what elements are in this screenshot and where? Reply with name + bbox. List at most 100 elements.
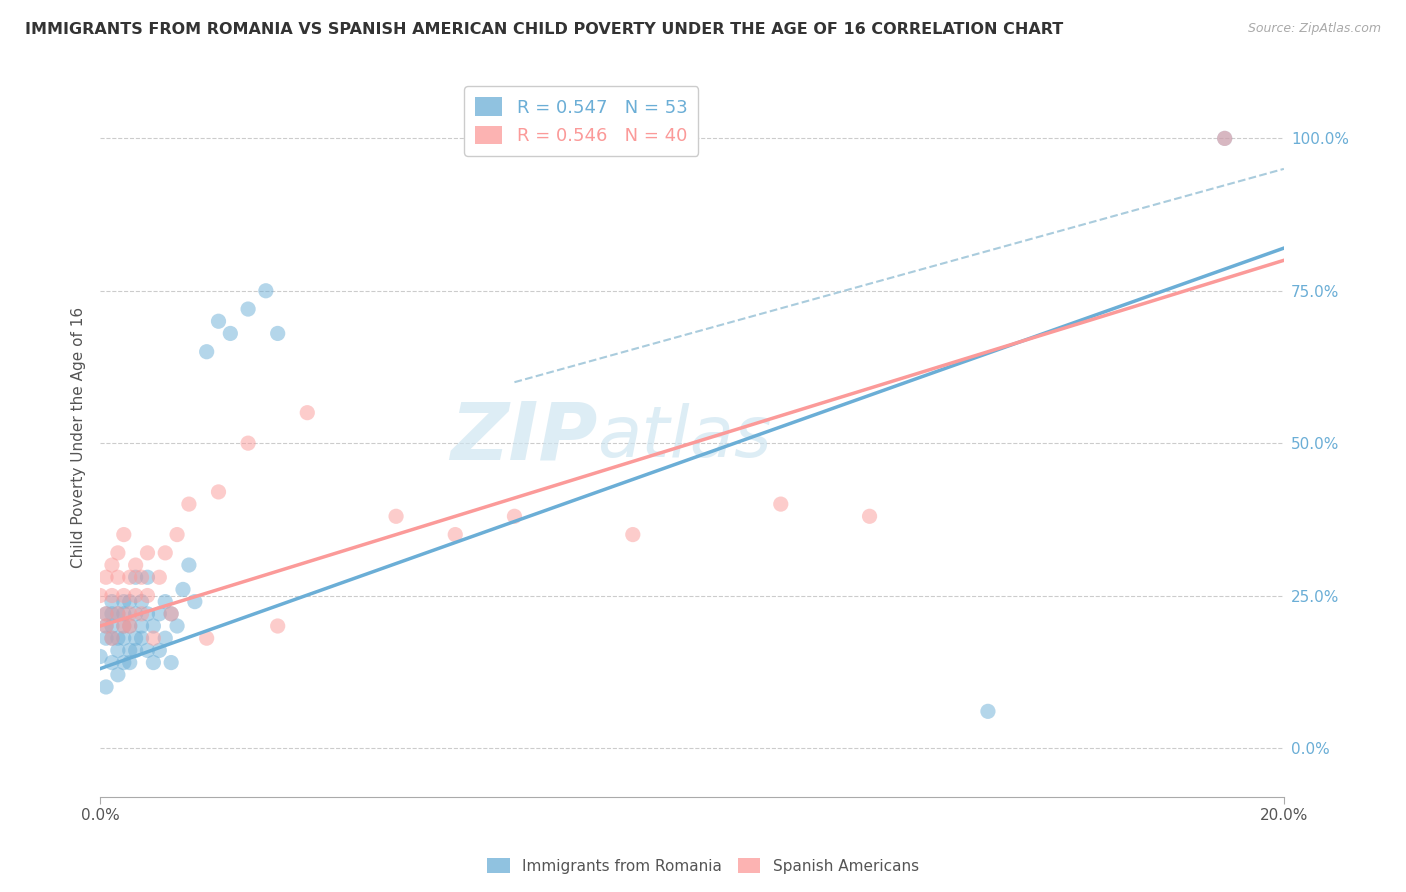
Point — [858, 509, 880, 524]
Point — [101, 656, 124, 670]
Point — [94, 680, 117, 694]
Point — [107, 643, 129, 657]
Point — [131, 594, 153, 608]
Point — [101, 607, 124, 621]
Point — [118, 594, 141, 608]
Point — [142, 631, 165, 645]
Point — [172, 582, 194, 597]
Point — [1213, 131, 1236, 145]
Point — [124, 558, 146, 572]
Point — [94, 570, 117, 584]
Point — [177, 497, 200, 511]
Point — [101, 631, 124, 645]
Point — [101, 619, 124, 633]
Point — [94, 619, 117, 633]
Point — [136, 607, 159, 621]
Point — [385, 509, 408, 524]
Point — [155, 546, 177, 560]
Point — [118, 656, 141, 670]
Text: IMMIGRANTS FROM ROMANIA VS SPANISH AMERICAN CHILD POVERTY UNDER THE AGE OF 16 CO: IMMIGRANTS FROM ROMANIA VS SPANISH AMERI… — [25, 22, 1063, 37]
Point — [118, 607, 141, 621]
Point — [131, 631, 153, 645]
Point — [444, 527, 467, 541]
Point — [112, 619, 135, 633]
Point — [131, 619, 153, 633]
Point — [112, 594, 135, 608]
Point — [131, 607, 153, 621]
Legend: R = 0.547   N = 53, R = 0.546   N = 40: R = 0.547 N = 53, R = 0.546 N = 40 — [464, 87, 699, 156]
Point — [107, 667, 129, 681]
Point — [236, 301, 259, 316]
Point — [254, 284, 277, 298]
Point — [184, 594, 207, 608]
Point — [503, 509, 526, 524]
Point — [118, 619, 141, 633]
Point — [136, 589, 159, 603]
Point — [977, 704, 1000, 718]
Point — [101, 631, 124, 645]
Point — [148, 643, 170, 657]
Point — [136, 570, 159, 584]
Point — [177, 558, 200, 572]
Point — [101, 589, 124, 603]
Point — [118, 619, 141, 633]
Point — [94, 607, 117, 621]
Point — [94, 631, 117, 645]
Point — [136, 546, 159, 560]
Point — [107, 570, 129, 584]
Point — [89, 649, 111, 664]
Point — [769, 497, 792, 511]
Point — [267, 326, 290, 341]
Point — [160, 607, 183, 621]
Point — [195, 344, 218, 359]
Point — [267, 619, 290, 633]
Point — [118, 643, 141, 657]
Point — [94, 607, 117, 621]
Point — [148, 570, 170, 584]
Point — [107, 631, 129, 645]
Point — [155, 631, 177, 645]
Legend: Immigrants from Romania, Spanish Americans: Immigrants from Romania, Spanish America… — [481, 852, 925, 880]
Point — [124, 589, 146, 603]
Point — [142, 656, 165, 670]
Point — [160, 607, 183, 621]
Point — [112, 589, 135, 603]
Text: Source: ZipAtlas.com: Source: ZipAtlas.com — [1247, 22, 1381, 36]
Point — [107, 607, 129, 621]
Point — [112, 656, 135, 670]
Point — [148, 607, 170, 621]
Point — [160, 656, 183, 670]
Point — [131, 570, 153, 584]
Point — [112, 619, 135, 633]
Point — [1213, 131, 1236, 145]
Point — [101, 558, 124, 572]
Point — [107, 546, 129, 560]
Point — [207, 484, 229, 499]
Point — [112, 527, 135, 541]
Point — [118, 570, 141, 584]
Point — [124, 631, 146, 645]
Point — [166, 619, 188, 633]
Point — [124, 643, 146, 657]
Point — [155, 594, 177, 608]
Point — [112, 607, 135, 621]
Point — [207, 314, 229, 328]
Point — [195, 631, 218, 645]
Point — [107, 607, 129, 621]
Point — [236, 436, 259, 450]
Text: ZIP: ZIP — [450, 398, 598, 476]
Point — [112, 631, 135, 645]
Point — [219, 326, 242, 341]
Text: atlas: atlas — [598, 402, 772, 472]
Point — [136, 643, 159, 657]
Point — [297, 406, 319, 420]
Point — [621, 527, 644, 541]
Point — [166, 527, 188, 541]
Point — [124, 570, 146, 584]
Point — [89, 589, 111, 603]
Point — [101, 594, 124, 608]
Point — [142, 619, 165, 633]
Point — [124, 607, 146, 621]
Point — [94, 619, 117, 633]
Y-axis label: Child Poverty Under the Age of 16: Child Poverty Under the Age of 16 — [72, 307, 86, 567]
